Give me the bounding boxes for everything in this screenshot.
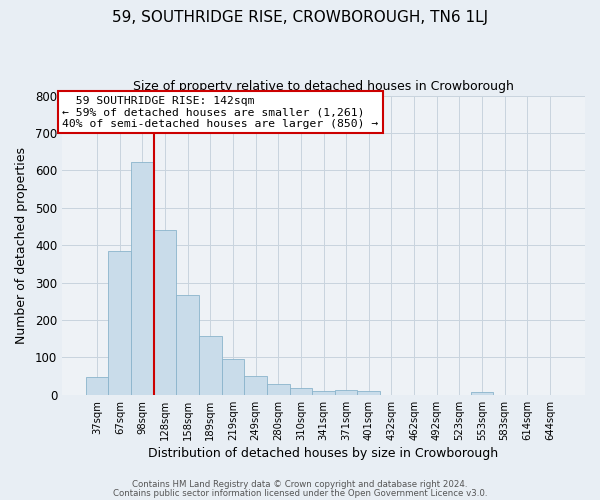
Bar — [358, 391, 380, 395]
Bar — [244, 376, 267, 395]
Bar — [176, 295, 199, 395]
Bar — [221, 360, 244, 395]
Text: 59, SOUTHRIDGE RISE, CROWBOROUGH, TN6 1LJ: 59, SOUTHRIDGE RISE, CROWBOROUGH, TN6 1L… — [112, 10, 488, 25]
Text: Contains HM Land Registry data © Crown copyright and database right 2024.: Contains HM Land Registry data © Crown c… — [132, 480, 468, 489]
Bar — [290, 388, 312, 395]
Bar — [109, 251, 131, 395]
Bar — [335, 390, 358, 395]
Y-axis label: Number of detached properties: Number of detached properties — [15, 146, 28, 344]
Text: Contains public sector information licensed under the Open Government Licence v3: Contains public sector information licen… — [113, 490, 487, 498]
Bar — [470, 392, 493, 395]
Bar — [199, 336, 221, 395]
Bar — [312, 391, 335, 395]
Title: Size of property relative to detached houses in Crowborough: Size of property relative to detached ho… — [133, 80, 514, 93]
Bar — [154, 230, 176, 395]
Bar — [131, 162, 154, 395]
Bar — [267, 384, 290, 395]
X-axis label: Distribution of detached houses by size in Crowborough: Distribution of detached houses by size … — [148, 447, 499, 460]
Text: 59 SOUTHRIDGE RISE: 142sqm
← 59% of detached houses are smaller (1,261)
40% of s: 59 SOUTHRIDGE RISE: 142sqm ← 59% of deta… — [62, 96, 379, 129]
Bar — [86, 377, 109, 395]
